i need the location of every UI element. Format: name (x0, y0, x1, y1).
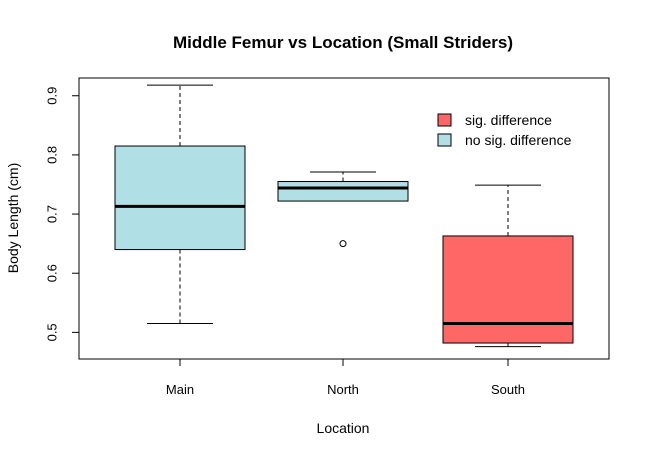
chart-title: Middle Femur vs Location (Small Striders… (173, 33, 513, 52)
box-north (277, 171, 409, 248)
y-tick-label: 0.5 (45, 323, 60, 341)
iqr-box-main (114, 145, 246, 251)
outlier-point-north-0 (339, 240, 347, 248)
box-south (442, 184, 574, 348)
x-tick-label: North (327, 382, 359, 397)
legend: sig. difference no sig. difference (437, 112, 572, 148)
legend-swatch-0 (437, 113, 452, 127)
boxes-layer (114, 84, 574, 348)
x-tick-label: Main (166, 382, 194, 397)
box-main (114, 84, 246, 325)
y-tick-label: 0.8 (45, 146, 60, 164)
x-tick-label: South (491, 382, 525, 397)
legend-label-1: no sig. difference (465, 132, 572, 148)
legend-swatch-1 (437, 133, 452, 147)
iqr-box-north (277, 181, 409, 202)
y-tick-label: 0.9 (45, 87, 60, 105)
iqr-box-south (442, 235, 574, 344)
x-axis: Main North South (166, 358, 525, 397)
y-tick-label: 0.6 (45, 264, 60, 282)
x-axis-label: Location (317, 420, 370, 436)
legend-label-0: sig. difference (465, 112, 552, 128)
y-tick-label: 0.7 (45, 205, 60, 223)
y-axis: 0.5 0.6 0.7 0.8 0.9 (45, 87, 80, 341)
y-axis-label: Body Length (cm) (5, 163, 21, 274)
